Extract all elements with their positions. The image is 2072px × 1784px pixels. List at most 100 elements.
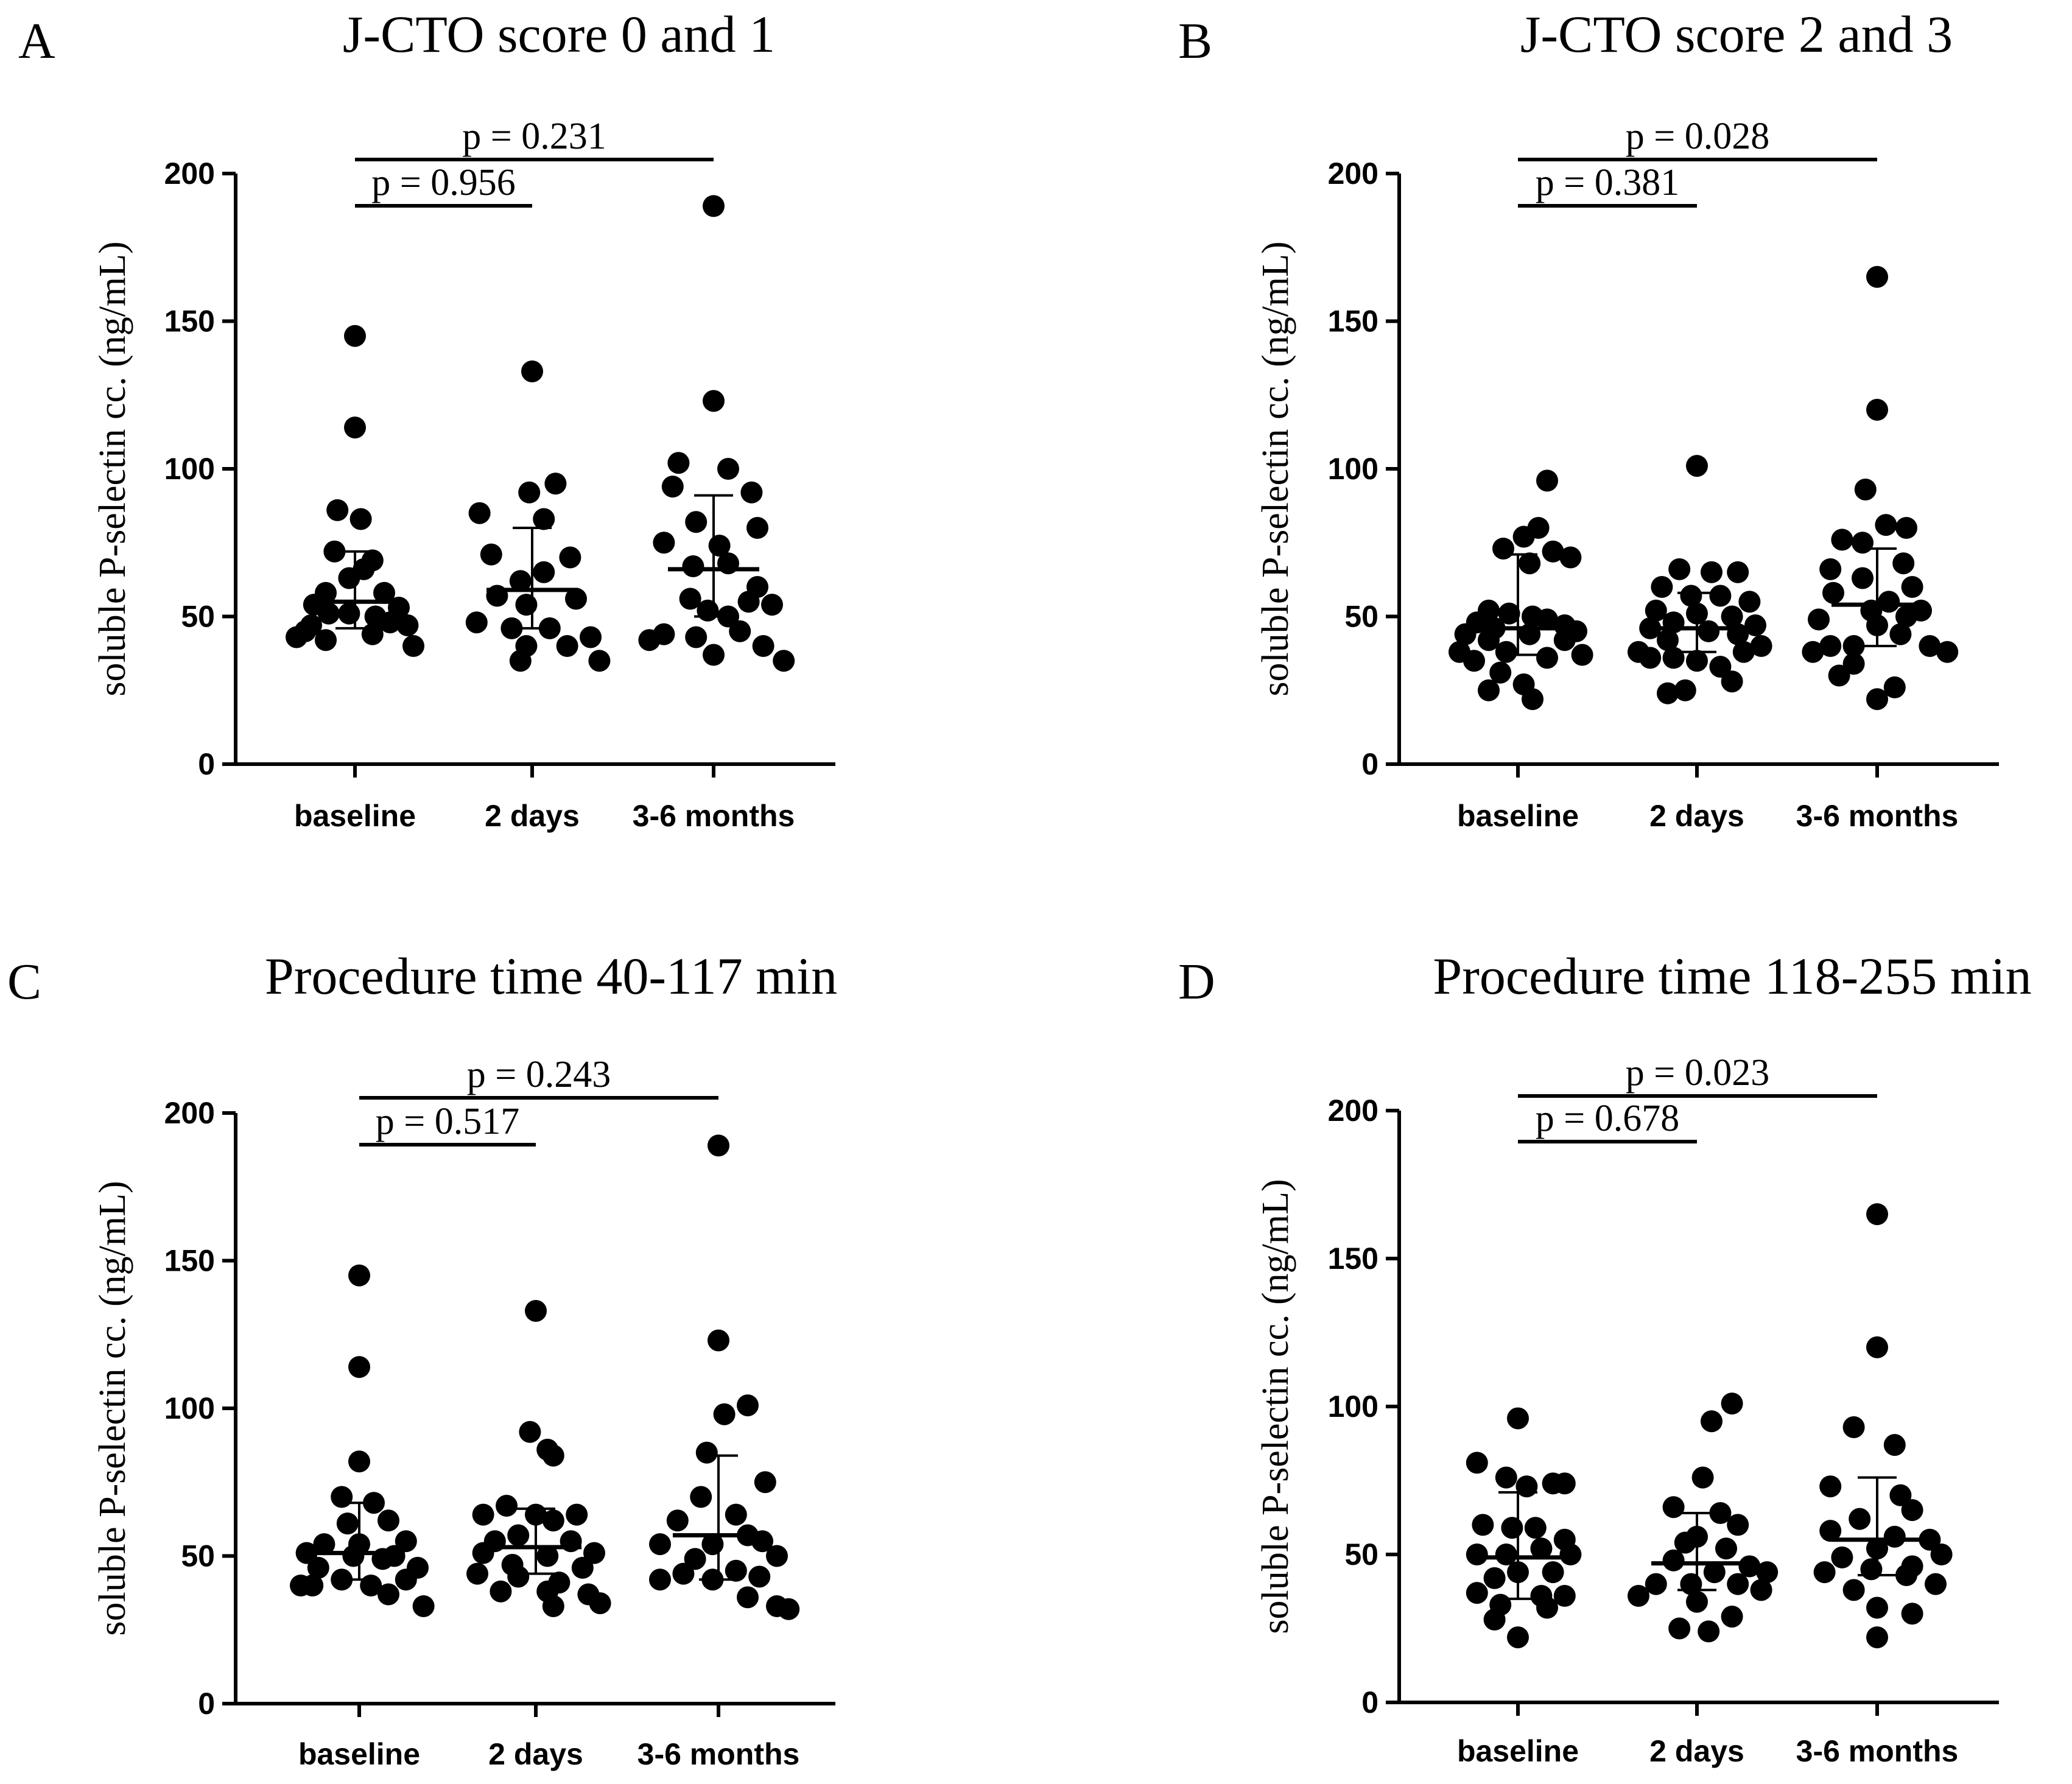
data-point bbox=[525, 1299, 547, 1322]
y-tick-label: 50 bbox=[181, 1539, 215, 1573]
data-point bbox=[348, 1450, 370, 1473]
data-point bbox=[1542, 540, 1564, 563]
data-point bbox=[509, 570, 532, 592]
data-point bbox=[1727, 561, 1749, 583]
data-point bbox=[338, 567, 360, 589]
data-point bbox=[1756, 1561, 1779, 1584]
data-point bbox=[360, 1575, 382, 1596]
data-point bbox=[379, 611, 401, 634]
data-point bbox=[571, 1556, 594, 1579]
p-value-label: p = 0.678 bbox=[1536, 1098, 1679, 1139]
data-point bbox=[533, 561, 555, 583]
data-point bbox=[1727, 1514, 1749, 1536]
data-point bbox=[538, 617, 561, 639]
data-point bbox=[717, 605, 739, 628]
data-point bbox=[1819, 1475, 1842, 1498]
y-axis-label: soluble P-selectin cc. (ng/mL) bbox=[92, 1181, 133, 1635]
data-point bbox=[703, 195, 725, 217]
data-point bbox=[1703, 1561, 1726, 1584]
data-point bbox=[1883, 1434, 1906, 1456]
y-tick-label: 150 bbox=[1328, 1241, 1378, 1276]
data-point bbox=[580, 626, 602, 648]
data-point bbox=[1895, 605, 1917, 628]
data-point bbox=[1813, 1561, 1836, 1584]
data-point bbox=[1883, 676, 1906, 698]
x-tick-label: 2 days bbox=[485, 799, 580, 833]
data-point bbox=[1721, 1392, 1743, 1415]
data-point bbox=[1662, 1496, 1685, 1519]
data-point bbox=[544, 472, 567, 495]
data-point bbox=[729, 620, 751, 642]
chart-panel-c: C Procedure time 40-117 min soluble P-sele… bbox=[7, 947, 837, 1771]
x-tick-label: 2 days bbox=[1649, 1734, 1744, 1768]
data-point bbox=[1854, 478, 1877, 500]
data-point bbox=[1866, 1626, 1888, 1649]
data-point bbox=[685, 626, 708, 648]
data-point bbox=[1701, 1410, 1723, 1433]
data-point bbox=[701, 1533, 724, 1556]
data-point bbox=[649, 1568, 671, 1591]
data-point bbox=[697, 599, 719, 622]
data-point bbox=[1892, 552, 1915, 575]
data-point bbox=[468, 502, 491, 524]
data-point bbox=[1507, 1407, 1529, 1430]
data-point bbox=[1875, 514, 1897, 536]
data-point bbox=[1889, 623, 1912, 645]
y-tick-label: 50 bbox=[1344, 1537, 1378, 1572]
data-point bbox=[1895, 517, 1917, 539]
data-point bbox=[1842, 1579, 1865, 1601]
data-point bbox=[1715, 1537, 1737, 1560]
data-point bbox=[1495, 1543, 1517, 1565]
data-point bbox=[703, 390, 725, 412]
data-point bbox=[1522, 688, 1543, 711]
data-point bbox=[313, 1533, 335, 1556]
group-1 bbox=[1628, 455, 1772, 704]
data-point bbox=[1536, 647, 1558, 669]
data-point bbox=[666, 1509, 689, 1532]
panel-title: J-CTO score 2 and 3 bbox=[1520, 5, 1953, 63]
panel-letter: B bbox=[1178, 13, 1212, 69]
data-point bbox=[679, 588, 701, 610]
data-point bbox=[349, 508, 372, 530]
data-point bbox=[778, 1598, 800, 1620]
data-point bbox=[1498, 602, 1520, 625]
data-point bbox=[521, 360, 543, 382]
y-tick-label: 0 bbox=[198, 747, 215, 781]
data-point bbox=[290, 1575, 312, 1596]
panel-letter: D bbox=[1178, 953, 1215, 1010]
group-0 bbox=[286, 325, 424, 657]
data-point bbox=[737, 1394, 759, 1417]
data-point bbox=[378, 1583, 399, 1606]
data-point bbox=[661, 476, 684, 498]
y-tick-label: 150 bbox=[164, 1244, 215, 1278]
p-value-label: p = 0.028 bbox=[1626, 116, 1769, 157]
y-axis-label: soluble P-selectin cc. (ng/mL) bbox=[1255, 1179, 1296, 1634]
data-point bbox=[1698, 1620, 1720, 1643]
data-point bbox=[1454, 623, 1477, 645]
group-1 bbox=[466, 1299, 611, 1617]
data-point bbox=[412, 1595, 435, 1617]
data-point bbox=[363, 1492, 385, 1514]
data-point bbox=[1489, 661, 1512, 684]
data-point bbox=[1686, 1590, 1708, 1613]
y-tick-label: 100 bbox=[1328, 1389, 1378, 1424]
data-point bbox=[1738, 1555, 1761, 1578]
data-point bbox=[1645, 599, 1667, 622]
data-point bbox=[565, 588, 587, 610]
data-point bbox=[1559, 546, 1582, 569]
group-1 bbox=[465, 360, 611, 672]
data-point bbox=[1628, 1585, 1649, 1607]
data-point bbox=[1519, 552, 1541, 575]
x-tick-label: 3-6 months bbox=[1796, 799, 1959, 833]
data-point bbox=[315, 629, 337, 651]
data-point bbox=[1536, 608, 1558, 631]
y-tick-label: 0 bbox=[198, 1687, 215, 1721]
data-point bbox=[1831, 529, 1853, 551]
data-point bbox=[1866, 1596, 1888, 1619]
data-point bbox=[1691, 1466, 1714, 1489]
y-tick-label: 200 bbox=[1328, 1094, 1378, 1128]
data-point bbox=[1819, 1520, 1842, 1542]
y-tick-label: 0 bbox=[1361, 1685, 1378, 1719]
data-point bbox=[509, 650, 532, 672]
data-point bbox=[480, 543, 502, 566]
